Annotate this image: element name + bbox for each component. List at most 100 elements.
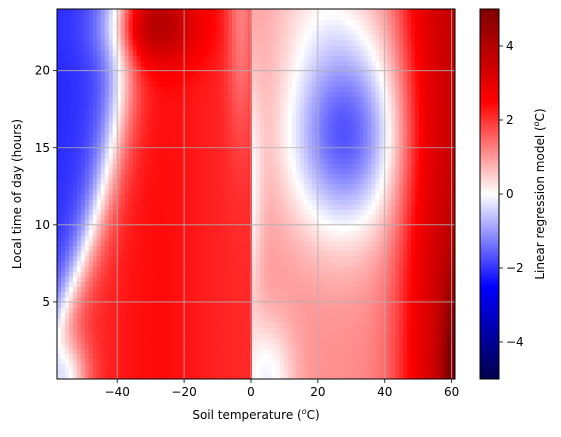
heatmap-cell [84, 317, 90, 324]
heatmap-cell [327, 260, 333, 267]
heatmap-cell [168, 291, 174, 298]
heatmap-cell [72, 70, 78, 77]
heatmap-cell [148, 188, 154, 195]
heatmap-cell [212, 152, 217, 159]
heatmap-cell [248, 101, 253, 108]
heatmap-cell [208, 39, 213, 46]
heatmap-cell [156, 29, 162, 36]
heatmap-cell [152, 9, 158, 15]
heatmap-cell [160, 168, 166, 175]
heatmap-cell [224, 245, 229, 252]
heatmap-cell [319, 188, 325, 195]
heatmap-cell [283, 199, 289, 205]
heatmap-cell [208, 327, 213, 334]
heatmap-cell [148, 24, 154, 31]
heatmap-cell [271, 44, 277, 51]
heatmap-cell [132, 183, 138, 190]
heatmap-cell [160, 224, 166, 231]
heatmap-cell [323, 301, 329, 308]
heatmap-cell [287, 250, 293, 257]
heatmap-cell [184, 127, 189, 133]
heatmap-cell [68, 132, 74, 139]
heatmap-cell [319, 301, 325, 308]
heatmap-cell [104, 235, 110, 241]
heatmap-cell [100, 348, 106, 354]
heatmap-cell [232, 214, 237, 221]
heatmap-cell [212, 204, 217, 211]
heatmap-cell [140, 296, 146, 303]
heatmap-cell [323, 204, 329, 211]
heatmap-cell [136, 368, 142, 375]
heatmap-cell [108, 14, 114, 20]
heatmap-cell [228, 142, 233, 149]
heatmap-cell [148, 209, 154, 216]
heatmap-cell [244, 163, 249, 169]
heatmap-cell [72, 19, 78, 26]
heatmap-cell [64, 199, 70, 205]
heatmap-cell [68, 327, 74, 334]
heatmap-cell [88, 296, 94, 303]
heatmap-cell [80, 240, 86, 246]
heatmap-cell [220, 317, 225, 324]
heatmap-cell [96, 14, 102, 20]
heatmap-cell [275, 337, 281, 344]
heatmap-cell [68, 137, 74, 144]
heatmap-cell [327, 122, 333, 128]
heatmap-cell [184, 322, 189, 329]
heatmap-cell [144, 265, 150, 272]
heatmap-cell [156, 158, 162, 164]
heatmap-cell [228, 286, 233, 293]
heatmap-cell [180, 255, 185, 262]
heatmap-cell [112, 271, 118, 277]
heatmap-cell [236, 55, 241, 61]
heatmap-cell [72, 199, 78, 205]
heatmap-cell [84, 271, 90, 277]
heatmap-cell [148, 337, 154, 344]
heatmap-cell [152, 19, 158, 26]
heatmap-cell [92, 353, 98, 360]
heatmap-cell [156, 327, 162, 334]
heatmap-cell [220, 194, 225, 200]
heatmap-cell [279, 291, 285, 298]
heatmap-cell [144, 204, 150, 211]
heatmap-cell [76, 142, 82, 149]
heatmap-cell [116, 34, 122, 41]
heatmap-cell [164, 39, 170, 46]
heatmap-cell [236, 142, 241, 149]
heatmap-cell [244, 178, 249, 185]
heatmap-cell [228, 60, 233, 67]
heatmap-cell [212, 80, 217, 87]
heatmap-cell [144, 363, 150, 370]
heatmap-cell [275, 245, 281, 252]
heatmap-cell [144, 194, 150, 200]
heatmap-cell [92, 322, 98, 329]
heatmap-cell [291, 296, 297, 303]
heatmap-cell [100, 327, 106, 334]
heatmap-cell [263, 235, 269, 241]
heatmap-cell [216, 70, 221, 77]
heatmap-cell [287, 194, 293, 200]
heatmap-cell [323, 70, 329, 77]
heatmap-cell [319, 363, 325, 370]
heatmap-cell [168, 106, 174, 113]
heatmap-cell [263, 19, 269, 26]
heatmap-cell [192, 111, 197, 118]
heatmap-cell [259, 65, 265, 72]
heatmap-cell [132, 204, 138, 211]
heatmap-cell [307, 240, 313, 246]
heatmap-cell [116, 173, 122, 180]
heatmap-cell [196, 39, 201, 46]
heatmap-cell [267, 188, 273, 195]
heatmap-cell [124, 373, 130, 379]
heatmap-cell [188, 343, 193, 349]
heatmap-cell [100, 101, 106, 108]
heatmap-cell [220, 358, 225, 365]
heatmap-cell [60, 343, 66, 349]
heatmap-cell [228, 343, 233, 349]
heatmap-cell [279, 152, 285, 159]
heatmap-cell [132, 142, 138, 149]
heatmap-cell [216, 29, 221, 36]
heatmap-cell [228, 75, 233, 82]
heatmap-cell [291, 373, 297, 379]
heatmap-cell [164, 65, 170, 72]
